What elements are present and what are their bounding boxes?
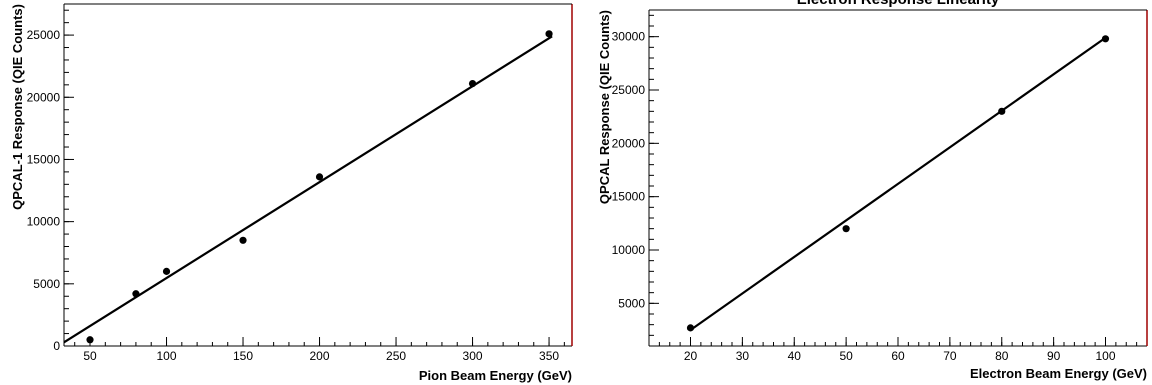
pion-data-point <box>132 290 140 298</box>
electron-data-points <box>686 35 1110 332</box>
pion-x-tick-label: 350 <box>539 349 559 363</box>
electron-data-point <box>1101 35 1110 43</box>
pion-x-tick-label: 50 <box>83 349 97 363</box>
electron-x-tick-label: 40 <box>788 349 802 363</box>
pion-y-tick-label: 25000 <box>27 28 61 42</box>
pion-data-point <box>162 267 171 275</box>
pion-y-tick-label: 5000 <box>33 277 60 291</box>
pion-x-axis-title: Pion Beam Energy (GeV) <box>419 368 572 383</box>
pion-y-tick-label: 15000 <box>27 152 61 166</box>
electron-x-tick-label: 30 <box>736 349 750 363</box>
electron-data-point <box>998 107 1006 115</box>
pion-data-point <box>315 173 324 181</box>
electron-x-tick-label: 90 <box>1047 349 1061 363</box>
electron-x-tick-label: 20 <box>684 349 698 363</box>
electron-x-tick-label: 50 <box>839 349 853 363</box>
pion-data-point <box>468 79 477 88</box>
electron-fit-line-path <box>689 36 1107 331</box>
electron-y-tick-label: 25000 <box>612 83 646 97</box>
electron-x-tick-label: 80 <box>995 349 1009 363</box>
electron-y-tick-label: 20000 <box>612 136 646 150</box>
electron-x-tick-label: 70 <box>943 349 957 363</box>
electron-y-tick-label: 30000 <box>612 30 646 44</box>
pion-fit-line <box>63 35 553 344</box>
electron-y-tick-label: 10000 <box>612 243 646 257</box>
electron-minor-ticks <box>648 14 1148 347</box>
electron-y-tick-label: 5000 <box>618 296 645 310</box>
pion-y-tick-label: 10000 <box>27 215 61 229</box>
pion-y-tick-label: 20000 <box>27 90 61 104</box>
pion-fit-line-path <box>63 35 553 344</box>
electron-x-tick-label: 60 <box>891 349 905 363</box>
pion-x-tick-label: 150 <box>233 349 253 363</box>
electron-data-point <box>842 225 850 233</box>
pion-data-point <box>545 30 553 38</box>
electron-chart-title: Electron Response Linearity <box>797 0 1000 8</box>
electron-y-axis-title: QPCAL Response (QIE Counts) <box>597 10 612 204</box>
pion-data-points <box>86 30 553 344</box>
electron-y-tick-label: 15000 <box>612 190 646 204</box>
electron-x-axis-title: Electron Beam Energy (GeV) <box>970 366 1147 381</box>
pion-x-tick-label: 250 <box>386 349 406 363</box>
electron-fit-line <box>689 36 1107 331</box>
pion-x-tick-label: 100 <box>157 349 177 363</box>
pion-tick-labels: 50 100 150 200 250 300 350 0 5000 10000 15000 20000… <box>27 28 560 363</box>
electron-response-chart: 20 30 40 50 60 70 80 90 100 5000 10000 15000 20000 25… <box>597 0 1148 381</box>
pion-data-point <box>86 336 94 344</box>
electron-major-ticks <box>649 36 1106 346</box>
electron-tick-labels: 20 30 40 50 60 70 80 90 100 5000 10000 15000 20000 25… <box>612 30 1116 363</box>
pion-data-point <box>239 236 247 244</box>
pion-x-tick-label: 300 <box>463 349 483 363</box>
electron-data-point <box>686 324 695 332</box>
pion-y-axis-title: QPCAL-1 Response (QIE Counts) <box>10 4 25 210</box>
pion-y-tick-label: 0 <box>53 339 60 353</box>
pion-response-chart: 50 100 150 200 250 300 350 0 5000 10000 15000 20000… <box>10 3 573 383</box>
pion-x-tick-label: 200 <box>310 349 330 363</box>
electron-x-tick-label: 100 <box>1095 349 1115 363</box>
